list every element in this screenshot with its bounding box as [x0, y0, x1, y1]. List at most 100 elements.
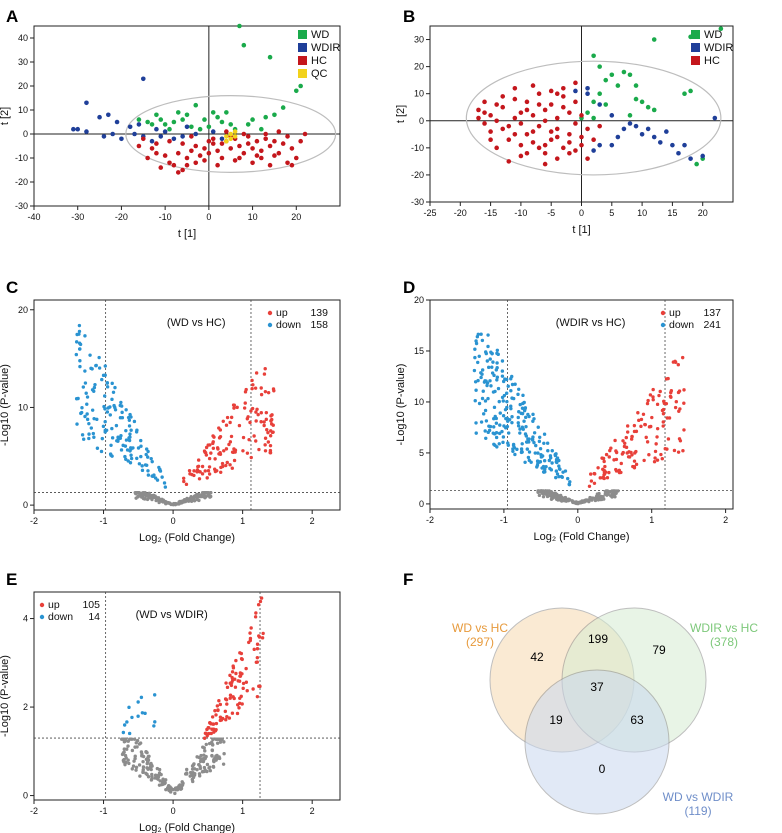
x-tick-label: 20	[698, 208, 708, 218]
point-down	[127, 731, 132, 736]
point-up	[241, 435, 246, 440]
point-hc	[518, 142, 524, 148]
venn-set-name-b: WDIR vs HC	[690, 621, 758, 635]
y-tick-label: 30	[18, 57, 28, 67]
x-axis-label: Log₂ (Fold Change)	[139, 532, 235, 544]
point-up	[259, 596, 264, 600]
point-up	[661, 407, 666, 412]
point-hc	[184, 155, 190, 161]
point-hc	[561, 85, 566, 91]
point-hc	[202, 146, 207, 151]
point-hc	[285, 160, 290, 166]
point-not-significant	[192, 762, 196, 766]
point-not-significant	[217, 755, 221, 759]
point-hc	[554, 91, 560, 96]
point-down	[505, 399, 509, 404]
point-up	[207, 465, 212, 469]
point-up	[643, 422, 647, 427]
point-not-significant	[606, 492, 610, 496]
point-wd	[609, 72, 615, 78]
point-down	[473, 398, 477, 403]
point-down	[103, 428, 107, 433]
point-up	[184, 482, 189, 487]
point-hc	[476, 107, 481, 113]
point-not-significant	[150, 496, 154, 500]
point-down	[83, 414, 87, 419]
point-up	[602, 468, 606, 473]
point-down	[560, 475, 564, 479]
point-down	[495, 361, 499, 365]
point-hc	[154, 150, 159, 156]
point-up	[655, 426, 660, 431]
legend-marker-up	[39, 602, 45, 608]
point-wdir	[670, 142, 675, 148]
point-wdir	[127, 124, 133, 130]
point-down	[522, 419, 526, 423]
point-wd	[591, 53, 596, 59]
point-hc	[272, 153, 277, 158]
x-tick-label: -1	[100, 516, 108, 526]
point-down	[536, 461, 540, 465]
point-not-significant	[610, 492, 614, 497]
point-up	[614, 469, 619, 473]
plot-frame	[33, 591, 341, 801]
point-up	[632, 423, 637, 428]
point-not-significant	[173, 791, 177, 796]
point-up	[265, 427, 269, 432]
point-up	[589, 479, 594, 483]
point-up	[608, 448, 612, 453]
point-wdir	[84, 129, 89, 134]
point-down	[477, 401, 482, 406]
point-wdir	[184, 124, 190, 130]
point-up	[233, 685, 238, 689]
point-up	[250, 378, 254, 383]
point-down	[158, 469, 163, 473]
point-down	[101, 424, 106, 429]
point-not-significant	[138, 774, 142, 778]
point-down	[527, 450, 532, 454]
point-down	[77, 341, 82, 345]
point-wd	[149, 122, 155, 127]
point-not-significant	[212, 758, 216, 762]
point-hc	[512, 96, 518, 102]
point-down	[100, 377, 104, 382]
confidence-ellipse	[125, 94, 337, 174]
point-hc	[289, 162, 295, 168]
point-down	[533, 451, 537, 455]
point-up	[661, 424, 665, 428]
point-not-significant	[188, 770, 193, 775]
point-down	[484, 436, 488, 440]
point-down	[124, 438, 129, 442]
point-hc	[136, 143, 142, 149]
point-up	[673, 360, 678, 364]
point-up	[632, 464, 637, 469]
point-down	[105, 410, 110, 414]
point-up	[601, 456, 606, 461]
point-hc	[536, 123, 542, 129]
point-wdir	[101, 134, 107, 139]
legend-marker-up	[660, 310, 666, 316]
point-hc	[180, 167, 185, 173]
y-axis-label: t [2]	[0, 107, 11, 125]
point-down	[501, 379, 506, 384]
point-hc	[573, 99, 578, 105]
point-up	[592, 481, 597, 486]
point-down	[95, 446, 100, 450]
point-hc	[506, 137, 512, 143]
point-hc	[263, 136, 268, 142]
panel-label-d: D	[403, 278, 415, 297]
venn-set-count-a: (297)	[466, 635, 494, 649]
point-not-significant	[141, 759, 145, 764]
point-wdir	[621, 126, 627, 132]
point-down	[544, 464, 548, 469]
confidence-ellipse	[465, 60, 722, 176]
point-hc	[548, 102, 554, 107]
point-up	[182, 479, 186, 484]
point-down	[474, 431, 478, 435]
point-up	[647, 453, 651, 457]
point-not-significant	[613, 495, 617, 499]
point-up	[196, 464, 201, 468]
x-tick-label: -40	[27, 212, 40, 222]
point-up	[617, 468, 622, 472]
point-up	[200, 464, 205, 469]
